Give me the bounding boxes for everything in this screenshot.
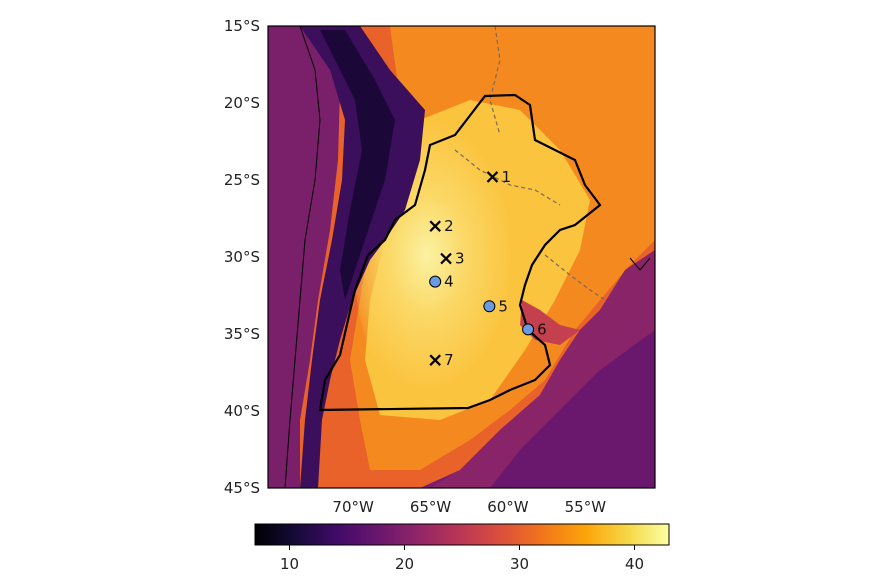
- atlantic-cool-area: [490, 330, 655, 488]
- site-label: 5: [498, 297, 508, 315]
- lat-tick-label: 35°S: [224, 325, 260, 343]
- site-label: 3: [455, 250, 465, 268]
- lat-tick-label: 30°S: [224, 248, 260, 266]
- circle-marker: [429, 275, 442, 288]
- pacific-coast-strip: [268, 26, 320, 488]
- rio-de-la-plata: [520, 300, 580, 345]
- bolivia-brazil-border: [489, 25, 501, 136]
- site-2: 2: [429, 217, 454, 235]
- latitude-axis: 15°S 20°S 25°S 30°S 35°S 40°S 45°S: [224, 17, 260, 497]
- site-label: 4: [444, 273, 454, 291]
- atlantic-coastline: [629, 257, 651, 271]
- lat-tick-label: 40°S: [224, 402, 260, 420]
- colorbar-tick-label: 40: [625, 555, 644, 573]
- longitude-axis: 70°W 65°W 60°W 55°W: [332, 498, 606, 516]
- uruguay-brazil-border: [544, 254, 606, 301]
- lon-tick-label: 55°W: [565, 498, 607, 516]
- lat-tick-label: 25°S: [224, 171, 260, 189]
- study-region-outline: [318, 93, 602, 412]
- site-7: 7: [429, 351, 454, 369]
- site-label: 2: [444, 217, 454, 235]
- temperature-field: [268, 26, 655, 488]
- site-5: 5: [483, 297, 508, 315]
- site-label: 6: [537, 320, 547, 338]
- colorbar-tick-label: 20: [395, 555, 414, 573]
- colorbar-tick-label: 10: [280, 555, 299, 573]
- site-4: 4: [429, 273, 454, 291]
- colorbar: [254, 523, 670, 546]
- lat-tick-label: 45°S: [224, 479, 260, 497]
- colorbar-tick-label: 30: [510, 555, 529, 573]
- lon-tick-label: 60°W: [487, 498, 529, 516]
- site-label: 7: [444, 351, 454, 369]
- site-3: 3: [440, 250, 465, 268]
- site-1: 1: [486, 168, 511, 186]
- cross-marker: [440, 252, 452, 265]
- country-borders: [284, 25, 651, 489]
- lon-tick-label: 65°W: [410, 498, 452, 516]
- lat-tick-label: 20°S: [224, 94, 260, 112]
- lat-tick-label: 15°S: [224, 17, 260, 35]
- pacific-coastline: [284, 25, 321, 489]
- site-markers: 1 234 5 6 7: [429, 168, 547, 369]
- cross-marker: [486, 171, 499, 183]
- site-6: 6: [522, 320, 547, 338]
- andes-coldest-peaks: [320, 30, 395, 300]
- argentina-paraguay-border: [454, 149, 561, 206]
- cross-marker: [429, 354, 441, 366]
- andes-cold-ridge: [300, 26, 425, 488]
- site-label: 1: [501, 168, 511, 186]
- circle-marker: [522, 323, 535, 336]
- lon-tick-label: 70°W: [332, 498, 374, 516]
- cross-marker: [429, 220, 441, 232]
- colorbar-axis: 10 20 30 40: [280, 545, 644, 573]
- circle-marker: [483, 300, 496, 313]
- map-frame: [267, 25, 656, 489]
